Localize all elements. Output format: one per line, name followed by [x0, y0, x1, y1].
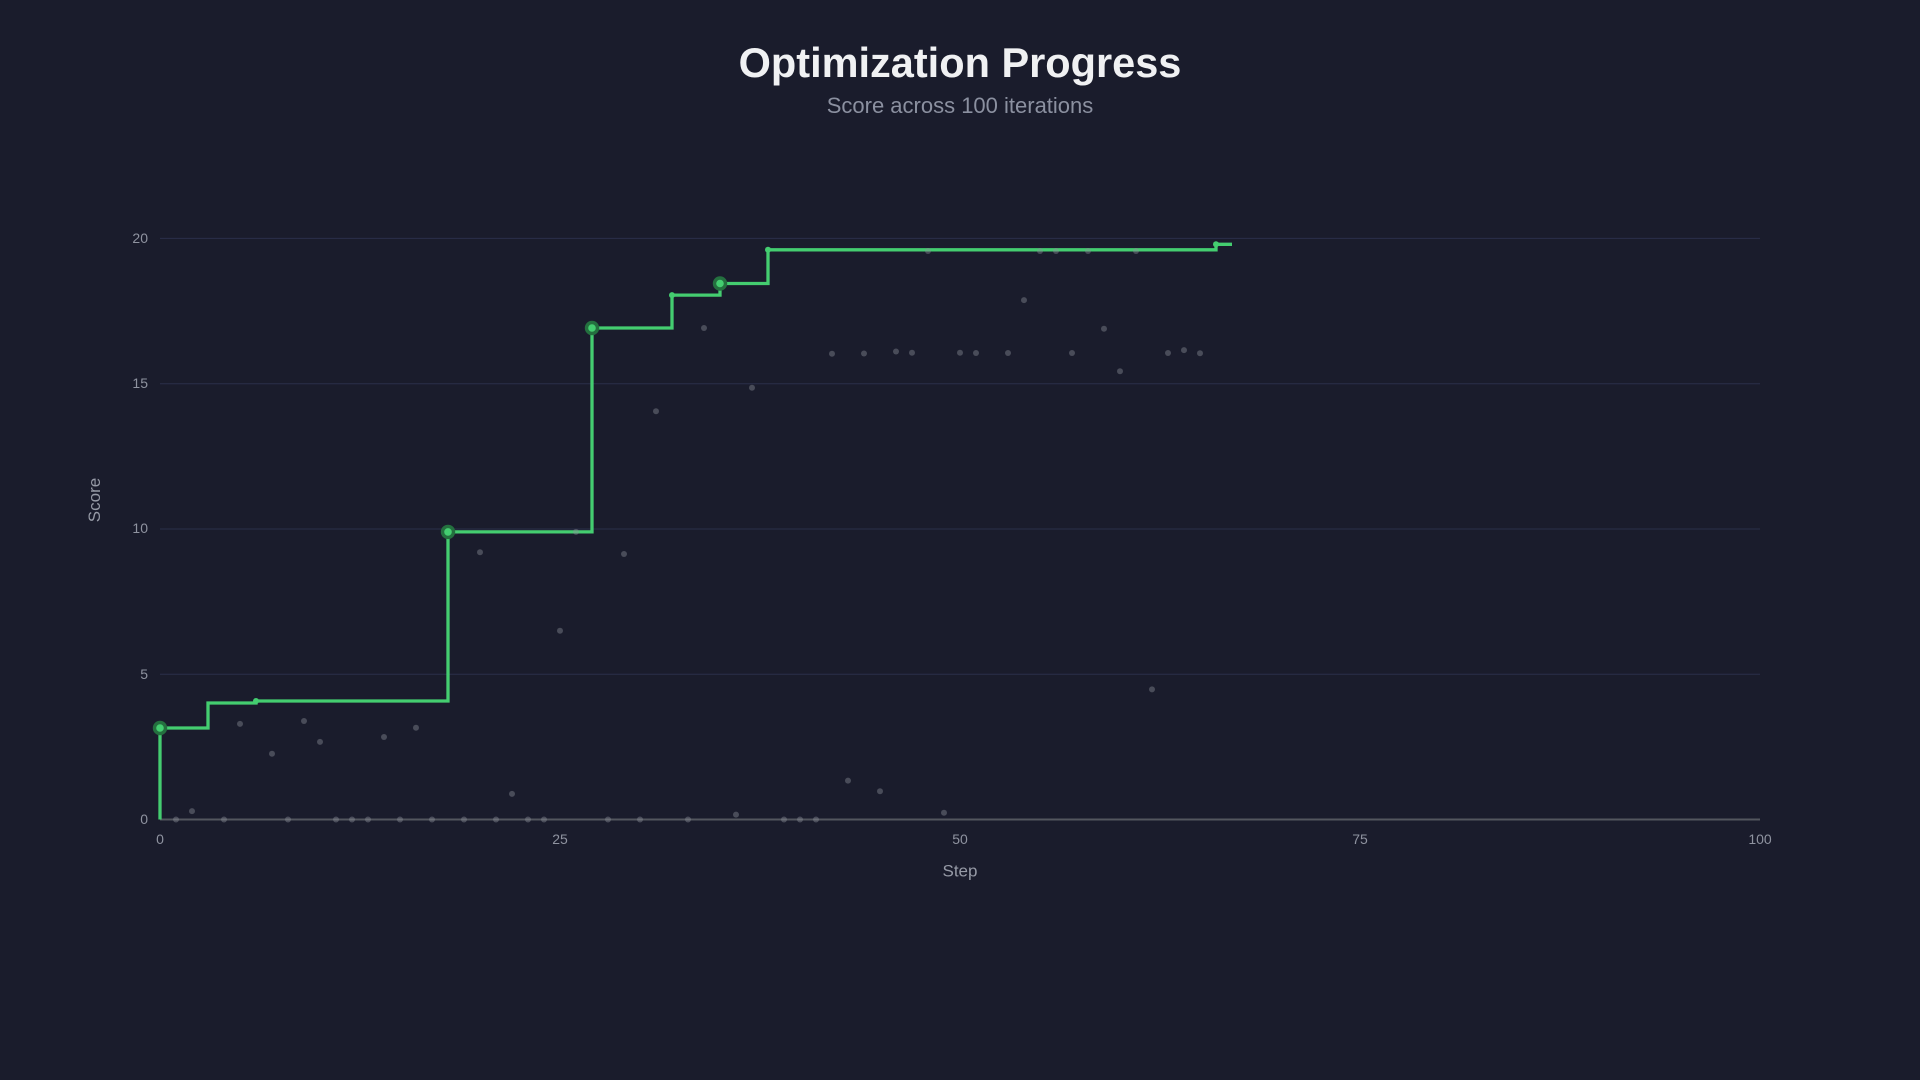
svg-text:100: 100	[1748, 831, 1772, 847]
svg-text:0: 0	[156, 831, 164, 847]
svg-text:Score across 100 iterations: Score across 100 iterations	[827, 93, 1094, 118]
svg-text:50: 50	[952, 831, 968, 847]
svg-text:15: 15	[132, 375, 148, 391]
svg-text:20: 20	[132, 230, 148, 246]
svg-text:0: 0	[140, 811, 148, 827]
svg-text:25: 25	[552, 831, 568, 847]
svg-text:Step: Step	[943, 862, 978, 881]
svg-text:5: 5	[140, 666, 148, 682]
svg-text:75: 75	[1352, 831, 1368, 847]
svg-text:Score: Score	[85, 478, 104, 522]
svg-text:Optimization Progress: Optimization Progress	[739, 39, 1182, 86]
svg-text:10: 10	[132, 520, 148, 536]
